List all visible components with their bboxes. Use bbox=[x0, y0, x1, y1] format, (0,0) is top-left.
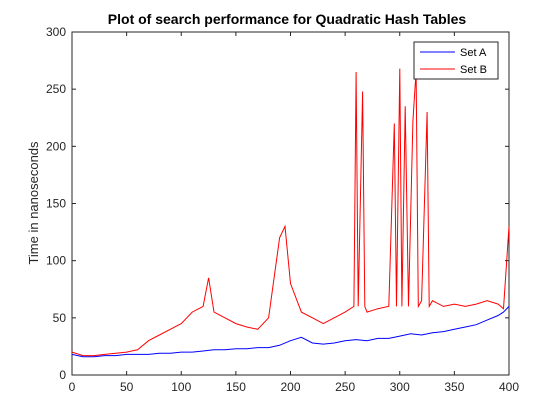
legend-label-set-a: Set A bbox=[460, 47, 487, 59]
x-tick-label: 50 bbox=[120, 380, 134, 394]
x-tick-label: 0 bbox=[69, 380, 76, 394]
axes-box bbox=[72, 32, 509, 375]
x-tick-label: 250 bbox=[335, 380, 355, 394]
legend-label-set-b: Set B bbox=[460, 64, 487, 76]
plot-area: 0 50 100 150 200 250 300 350 400 0 50 100 150 200 250… bbox=[46, 25, 519, 394]
x-tick-label: 150 bbox=[226, 380, 246, 394]
x-tick-label: 200 bbox=[280, 380, 300, 394]
y-tick-label: 200 bbox=[46, 139, 66, 153]
y-axis-label: Time in nanoseconds bbox=[26, 141, 41, 265]
x-tick-label: 300 bbox=[390, 380, 410, 394]
y-tick-label: 250 bbox=[46, 82, 66, 96]
x-tick-label: 350 bbox=[444, 380, 464, 394]
y-tick-label: 100 bbox=[46, 254, 66, 268]
chart-title: Plot of search performance for Quadratic… bbox=[108, 11, 467, 27]
x-tick-label: 100 bbox=[171, 380, 191, 394]
y-tick-label: 150 bbox=[46, 197, 66, 211]
y-tick-label: 300 bbox=[46, 25, 66, 39]
legend: Set A Set B bbox=[414, 42, 498, 79]
y-tick-label: 0 bbox=[59, 368, 66, 382]
x-tick-label: 400 bbox=[499, 380, 519, 394]
y-tick-label: 50 bbox=[53, 311, 67, 325]
